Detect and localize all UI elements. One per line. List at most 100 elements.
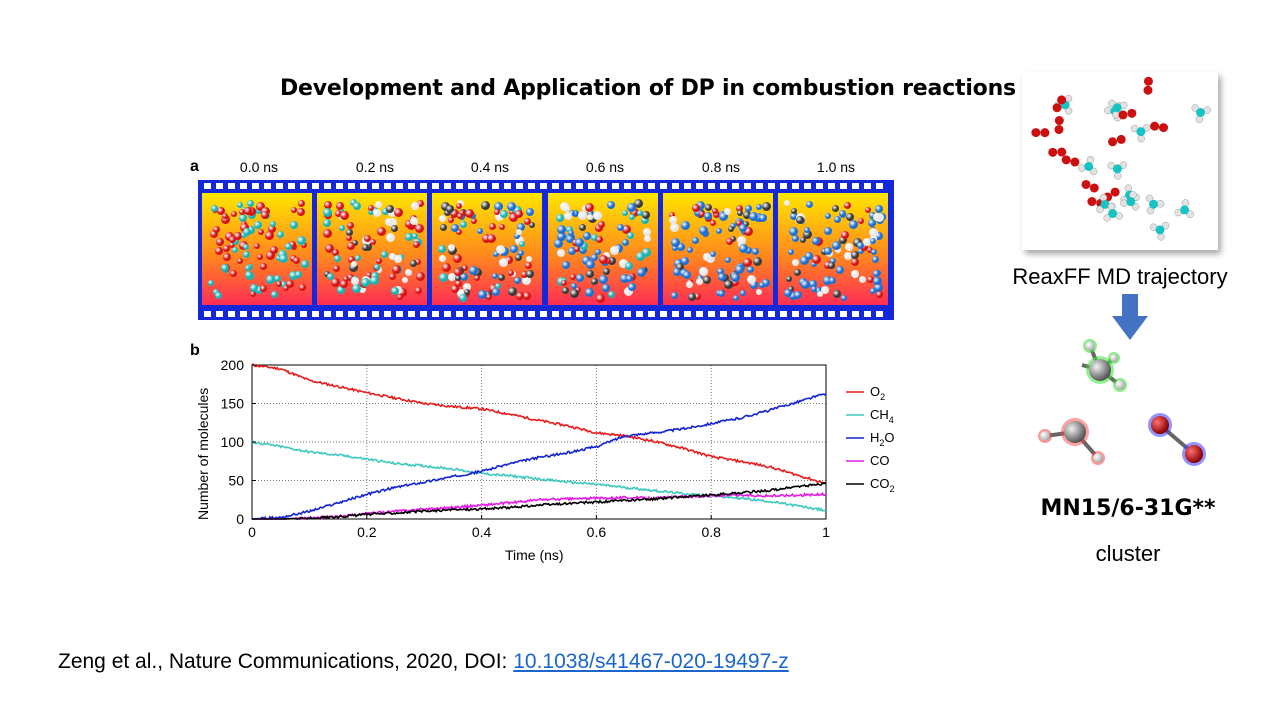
molecule-atom: [672, 244, 679, 251]
film-perforation: [876, 183, 883, 189]
series-line-ch4: [251, 440, 827, 512]
time-label-4: 0.8 ns: [701, 159, 741, 175]
molecule-atom: [696, 275, 703, 282]
molecule-atom: [323, 229, 333, 239]
film-perforation: [660, 183, 667, 189]
molecule-atom: [759, 282, 766, 289]
film-perforation: [528, 183, 535, 189]
molecule-atom: [464, 288, 471, 295]
hydrogen-atom: [1181, 199, 1190, 207]
molecule-atom: [416, 200, 424, 208]
molecule-atom: [636, 210, 643, 217]
molecule-atom: [625, 274, 633, 282]
molecule-atom: [688, 293, 697, 302]
molecule-atom: [641, 248, 651, 258]
molecule-atom: [397, 294, 404, 301]
molecule-atom: [222, 245, 230, 253]
molecule-atom: [621, 210, 628, 217]
oxygen-atom: [1089, 183, 1099, 193]
molecule-atom: [389, 252, 397, 260]
molecule-atom: [682, 271, 691, 280]
oxygen-atom: [1159, 123, 1169, 133]
molecule-atom: [290, 206, 297, 213]
molecule-atom: [709, 251, 716, 258]
series-lines: [251, 363, 827, 521]
molecule-atom: [521, 276, 531, 286]
molecule-atom: [259, 263, 267, 271]
time-label-3: 0.6 ns: [585, 159, 625, 175]
grid-lines: [252, 365, 826, 519]
molecule-atom: [719, 211, 729, 221]
molecule-atom: [276, 280, 283, 287]
molecule-atom: [569, 210, 576, 217]
molecule-atom: [398, 288, 408, 298]
molecule-atom: [246, 199, 254, 207]
axis-ticks: 0 0.2 0.4 0.6 0.8 1 0 50 100 150 200: [221, 357, 830, 540]
molecule-atom: [519, 240, 526, 247]
film-perforation: [564, 311, 571, 317]
doi-link[interactable]: 10.1038/s41467-020-19497-z: [513, 650, 789, 673]
y-tick-label: 150: [221, 396, 245, 412]
molecule-atom: [289, 241, 297, 249]
film-perforation: [480, 311, 487, 317]
molecule-atom: [410, 260, 418, 268]
molecule-atom: [858, 275, 866, 283]
molecule-atom: [579, 223, 587, 231]
carbon-atom: [1084, 161, 1094, 171]
molecule-atom: [394, 254, 403, 263]
molecule-atom: [843, 252, 852, 261]
film-perforation: [576, 311, 583, 317]
molecule-atom: [624, 286, 634, 296]
molecule-atom: [455, 274, 461, 281]
molecule-atom: [458, 293, 467, 302]
film-perforation: [684, 183, 691, 189]
film-perforation: [804, 183, 811, 189]
molecule-atom: [348, 255, 356, 263]
molecule-atom: [260, 285, 267, 293]
legend-label-h2o: H2O: [870, 430, 895, 448]
molecule-atom: [875, 205, 884, 214]
x-tick-label: 0: [248, 524, 256, 540]
film-perforation: [876, 311, 883, 317]
film-perforation: [372, 311, 379, 317]
film-perforation: [780, 183, 787, 189]
film-perforation: [408, 183, 415, 189]
molecule-atom: [758, 213, 767, 222]
molecule-atom: [825, 212, 832, 219]
film-perforation: [408, 311, 415, 317]
film-perforation: [840, 311, 847, 317]
molecule-atom: [746, 275, 756, 285]
molecule-atom: [735, 205, 743, 213]
molecule-atom: [832, 205, 840, 213]
molecule-atom: [872, 212, 881, 221]
molecule-atom: [833, 289, 842, 298]
film-perforations-top: [198, 180, 894, 192]
molecule-atom: [495, 282, 502, 289]
molecule-atom: [804, 226, 811, 233]
y-tick-label: 50: [228, 473, 244, 489]
hydrogen-atom: [1112, 110, 1120, 119]
molecule-atom: [254, 221, 263, 230]
molecule-atom: [237, 258, 244, 265]
molecule-atom: [513, 276, 521, 284]
molecule-atom: [676, 263, 685, 272]
molecule-atom: [239, 213, 248, 222]
oxygen-atom: [1057, 147, 1067, 157]
oxygen-atom: [1143, 85, 1153, 95]
molecule-atom: [440, 201, 450, 211]
film-perforation: [516, 311, 523, 317]
oxygen-atom: [1118, 110, 1128, 120]
molecule-atom: [838, 235, 847, 244]
molecule-atom: [788, 248, 795, 255]
film-perforation: [240, 311, 247, 317]
molecule-atom: [509, 244, 518, 253]
molecule-atom: [823, 276, 833, 286]
molecule-atom: [702, 253, 711, 262]
molecule-atom: [528, 221, 535, 228]
molecule-atom: [381, 251, 389, 259]
film-perforation: [636, 183, 643, 189]
molecule-atom: [564, 211, 573, 220]
molecule-atom: [496, 245, 506, 255]
film-perforation: [432, 183, 439, 189]
molecule-atom: [388, 272, 396, 280]
